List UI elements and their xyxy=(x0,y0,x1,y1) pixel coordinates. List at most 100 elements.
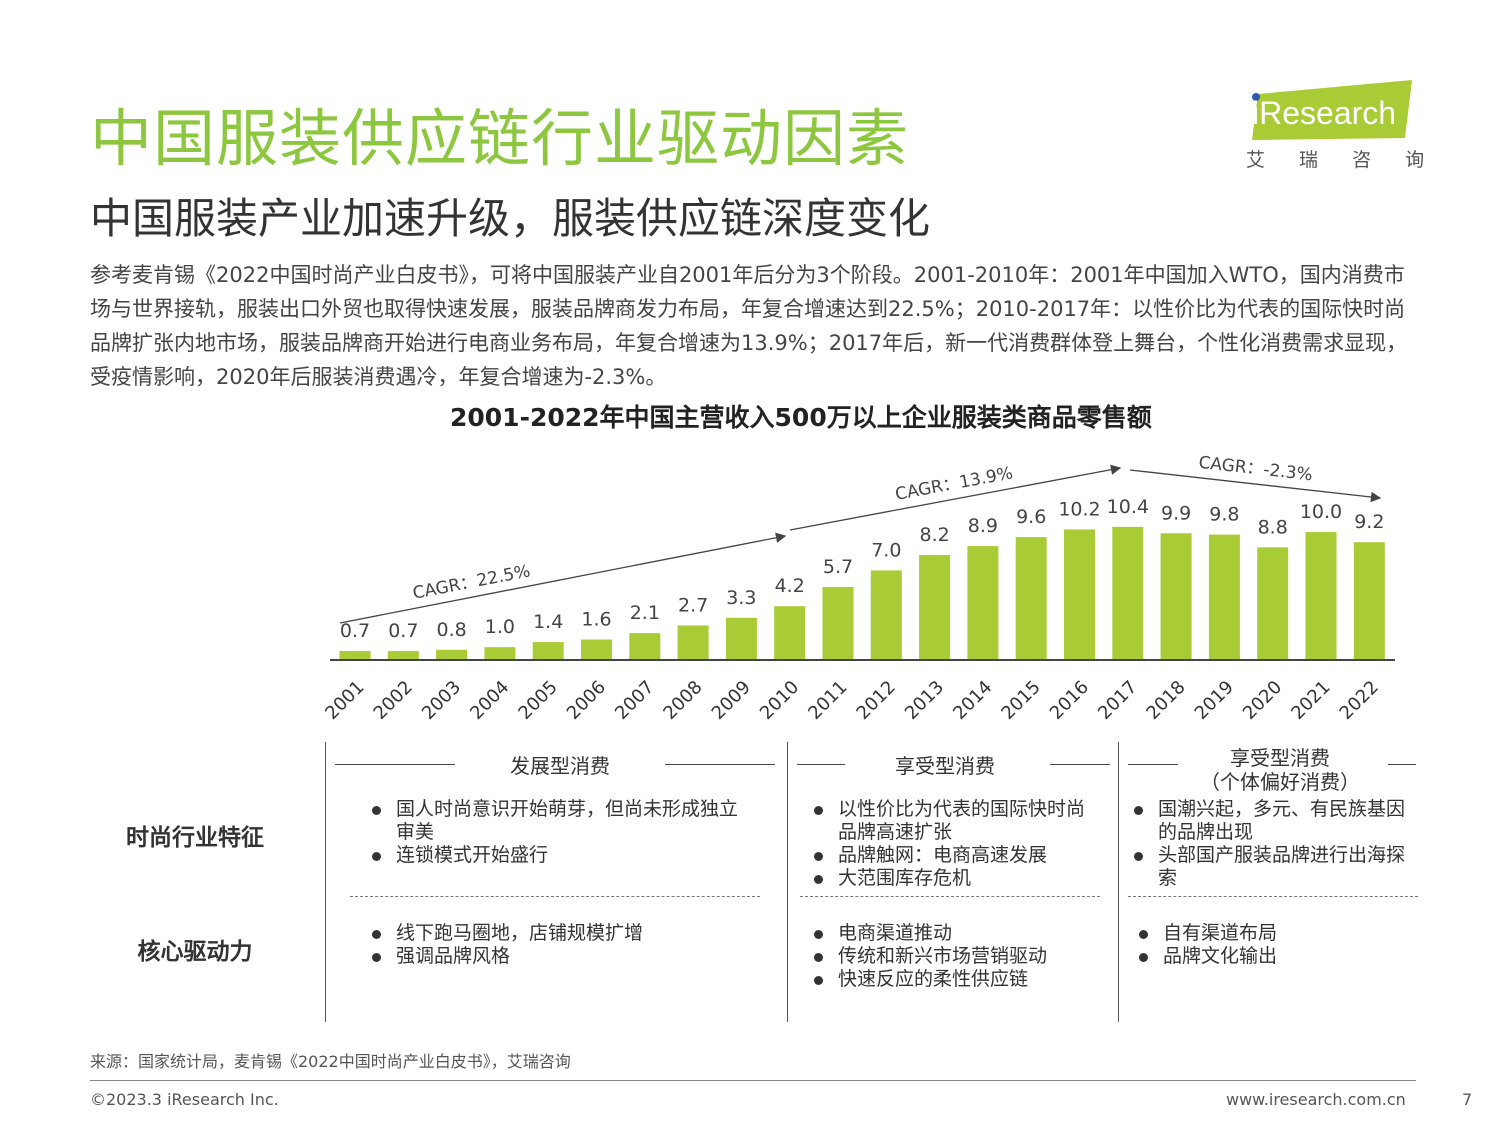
phase-arrow-left xyxy=(335,764,455,765)
x-tick-label: 2010 xyxy=(756,677,803,724)
data-label: 8.8 xyxy=(1258,516,1288,538)
phase-arrow-right xyxy=(665,764,775,765)
data-label: 10.0 xyxy=(1300,501,1342,523)
bar xyxy=(822,587,854,660)
row-divider xyxy=(1128,896,1418,897)
data-label: 1.0 xyxy=(485,616,515,638)
copyright: ©2023.3 iResearch Inc. xyxy=(90,1090,279,1109)
x-tick-label: 2008 xyxy=(659,677,706,724)
divider xyxy=(787,742,788,1022)
logo-cn: 艾 瑞 咨 询 xyxy=(1246,149,1425,171)
data-label: 1.4 xyxy=(533,611,563,633)
bar xyxy=(967,546,999,660)
list-item: 品牌触网：电商高速发展 xyxy=(810,844,1100,867)
x-tick-label: 2003 xyxy=(418,677,465,724)
x-tick-label: 2013 xyxy=(901,677,948,724)
x-tick-label: 2005 xyxy=(514,677,561,724)
svg-text:iResearch: iResearch xyxy=(1252,95,1396,131)
phase-arrow-left xyxy=(797,764,845,765)
list-item: 自有渠道布局 xyxy=(1135,922,1415,945)
row-divider xyxy=(800,896,1100,897)
website-link[interactable]: www.iresearch.com.cn xyxy=(1226,1090,1406,1109)
bar xyxy=(581,639,612,660)
bar xyxy=(919,555,951,660)
cagr-arrow xyxy=(1129,469,1382,503)
bar-chart: 0.7 2001 0.7 2002 0.8 2003 1.0 2004 1.4 2005 1.6 20… xyxy=(321,453,1395,724)
x-tick-label: 2021 xyxy=(1287,677,1334,724)
features-list-3: 国潮兴起，多元、有民族基因的品牌出现 头部国产服装品牌进行出海探索 xyxy=(1130,798,1420,890)
phase-arrow-right xyxy=(1050,764,1110,765)
data-label: 9.2 xyxy=(1354,511,1384,533)
cagr-arrow xyxy=(339,532,787,624)
page-title: 中国服装供应链行业驱动因素 xyxy=(90,102,910,175)
x-tick-label: 2012 xyxy=(853,677,900,724)
list-item: 线下跑马圈地，店铺规模扩增 xyxy=(368,922,753,945)
bar xyxy=(774,606,806,660)
x-tick-label: 2007 xyxy=(611,677,658,724)
x-tick-label: 2015 xyxy=(997,677,1044,724)
data-label: 0.7 xyxy=(388,620,418,642)
list-item: 连锁模式开始盛行 xyxy=(368,844,753,867)
data-label: 2.7 xyxy=(678,594,708,616)
x-tick-label: 2011 xyxy=(804,677,851,724)
bar xyxy=(1015,537,1047,660)
data-label: 9.6 xyxy=(1016,506,1046,528)
list-item: 传统和新兴市场营销驱动 xyxy=(810,945,1100,968)
bar xyxy=(387,651,419,660)
bar xyxy=(1257,547,1289,660)
features-list-2: 以性价比为代表的国际快时尚品牌高速扩张 品牌触网：电商高速发展 大范围库存危机 xyxy=(810,798,1100,890)
data-label: 0.8 xyxy=(436,619,466,641)
x-tick-label: 2022 xyxy=(1336,677,1383,724)
data-label: 10.2 xyxy=(1058,498,1100,520)
x-tick-label: 2009 xyxy=(708,677,755,724)
row-divider xyxy=(350,896,760,897)
data-label: 9.9 xyxy=(1161,502,1191,524)
data-label: 5.7 xyxy=(823,556,853,578)
phase-label: 享受型消费 （个体偏好消费） xyxy=(1200,746,1360,794)
list-item: 头部国产服装品牌进行出海探索 xyxy=(1130,844,1420,890)
data-label: 0.7 xyxy=(340,620,370,642)
row-label-drivers: 核心驱动力 xyxy=(137,939,253,965)
iresearch-logo: iResearch 艾 瑞 咨 询 xyxy=(1240,78,1425,173)
drivers-list-3: 自有渠道布局 品牌文化输出 xyxy=(1135,922,1415,968)
data-label: 1.6 xyxy=(581,609,611,631)
x-tick-label: 2020 xyxy=(1239,677,1286,724)
divider xyxy=(1118,742,1119,1022)
data-label: 8.9 xyxy=(968,515,998,537)
bar xyxy=(725,617,757,660)
data-label: 8.2 xyxy=(919,524,949,546)
list-item: 大范围库存危机 xyxy=(810,867,1100,890)
footer-divider xyxy=(90,1080,1416,1081)
list-item: 电商渠道推动 xyxy=(810,922,1100,945)
list-item: 品牌文化输出 xyxy=(1135,945,1415,968)
bar xyxy=(339,651,371,660)
bar xyxy=(484,647,516,660)
x-tick-label: 2004 xyxy=(466,677,513,724)
x-tick-label: 2016 xyxy=(1046,677,1093,724)
bar xyxy=(677,625,709,660)
bar xyxy=(870,570,902,660)
data-label: 9.8 xyxy=(1209,504,1239,526)
bar xyxy=(532,642,564,660)
drivers-list-1: 线下跑马圈地，店铺规模扩增 强调品牌风格 xyxy=(368,922,753,968)
data-label: 7.0 xyxy=(871,539,901,561)
drivers-list-2: 电商渠道推动 传统和新兴市场营销驱动 快速反应的柔性供应链 xyxy=(810,922,1100,991)
list-item: 快速反应的柔性供应链 xyxy=(810,968,1100,991)
intro-paragraph: 参考麦肯锡《2022中国时尚产业白皮书》，可将中国服装产业自2001年后分为3个… xyxy=(90,263,1408,389)
x-tick-label: 2002 xyxy=(370,677,417,724)
page-number: 7 xyxy=(1462,1090,1473,1109)
divider xyxy=(325,742,326,1022)
data-label: 10.4 xyxy=(1107,496,1149,518)
data-label: 2.1 xyxy=(630,602,660,624)
x-tick-label: 2018 xyxy=(1142,677,1189,724)
bar xyxy=(1160,533,1192,660)
data-label: 4.2 xyxy=(775,575,805,597)
phase-arrow-right xyxy=(1388,764,1416,765)
bar xyxy=(1064,529,1095,660)
bar xyxy=(1112,526,1144,660)
chart-title: 2001-2022年中国主营收入500万以上企业服装类商品零售额 xyxy=(450,403,1152,432)
phase-arrow-left xyxy=(1128,764,1178,765)
x-tick-label: 2001 xyxy=(321,677,368,724)
data-label: 3.3 xyxy=(726,587,756,609)
x-tick-label: 2006 xyxy=(563,677,610,724)
